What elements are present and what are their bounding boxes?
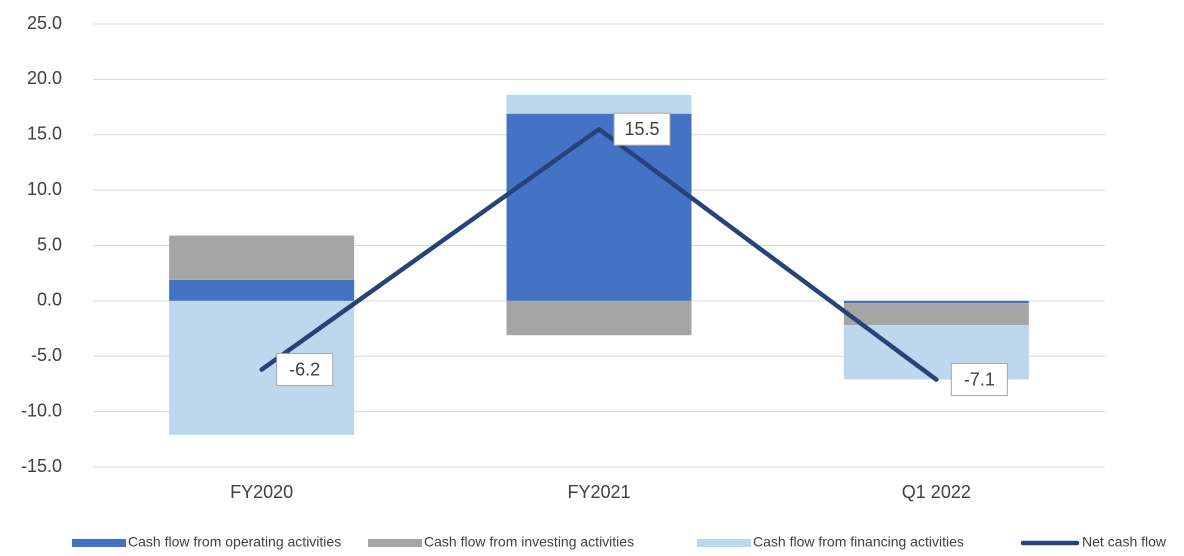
data-label-box bbox=[613, 112, 671, 146]
x-tick-label: FY2020 bbox=[230, 482, 293, 502]
bar bbox=[843, 303, 1029, 326]
legend-label: Cash flow from investing activities bbox=[424, 534, 634, 550]
legend-label: Net cash flow bbox=[1082, 534, 1167, 550]
data-label: -7.1 bbox=[964, 369, 995, 389]
data-label-box bbox=[950, 363, 1008, 397]
y-tick-label: -5.0 bbox=[31, 345, 62, 365]
y-tick-label: 10.0 bbox=[27, 179, 62, 199]
bar bbox=[169, 235, 355, 280]
x-tick-label: FY2021 bbox=[567, 482, 630, 502]
bar bbox=[506, 300, 692, 336]
line bbox=[259, 126, 939, 382]
y-tick-label: 0.0 bbox=[37, 290, 62, 310]
legend-swatch bbox=[72, 539, 126, 547]
y-tick-label: 20.0 bbox=[27, 68, 62, 88]
y-tick-label: 5.0 bbox=[37, 234, 62, 254]
legend-swatch bbox=[368, 539, 422, 547]
data-label: -6.2 bbox=[289, 359, 320, 379]
bar bbox=[843, 300, 1029, 304]
bar bbox=[169, 279, 355, 301]
data-label-box bbox=[276, 353, 334, 387]
y-tick-label: -10.0 bbox=[21, 400, 62, 420]
x-tick-label: Q1 2022 bbox=[902, 482, 971, 502]
y-tick-label: -15.0 bbox=[21, 456, 62, 476]
bar bbox=[506, 94, 692, 114]
legend-label: Cash flow from financing activities bbox=[753, 534, 964, 550]
data-label: 15.5 bbox=[624, 119, 659, 139]
y-tick-label: 25.0 bbox=[27, 13, 62, 33]
legend-swatch bbox=[697, 539, 751, 547]
legend-label: Cash flow from operating activities bbox=[128, 534, 341, 550]
y-tick-label: 15.0 bbox=[27, 124, 62, 144]
